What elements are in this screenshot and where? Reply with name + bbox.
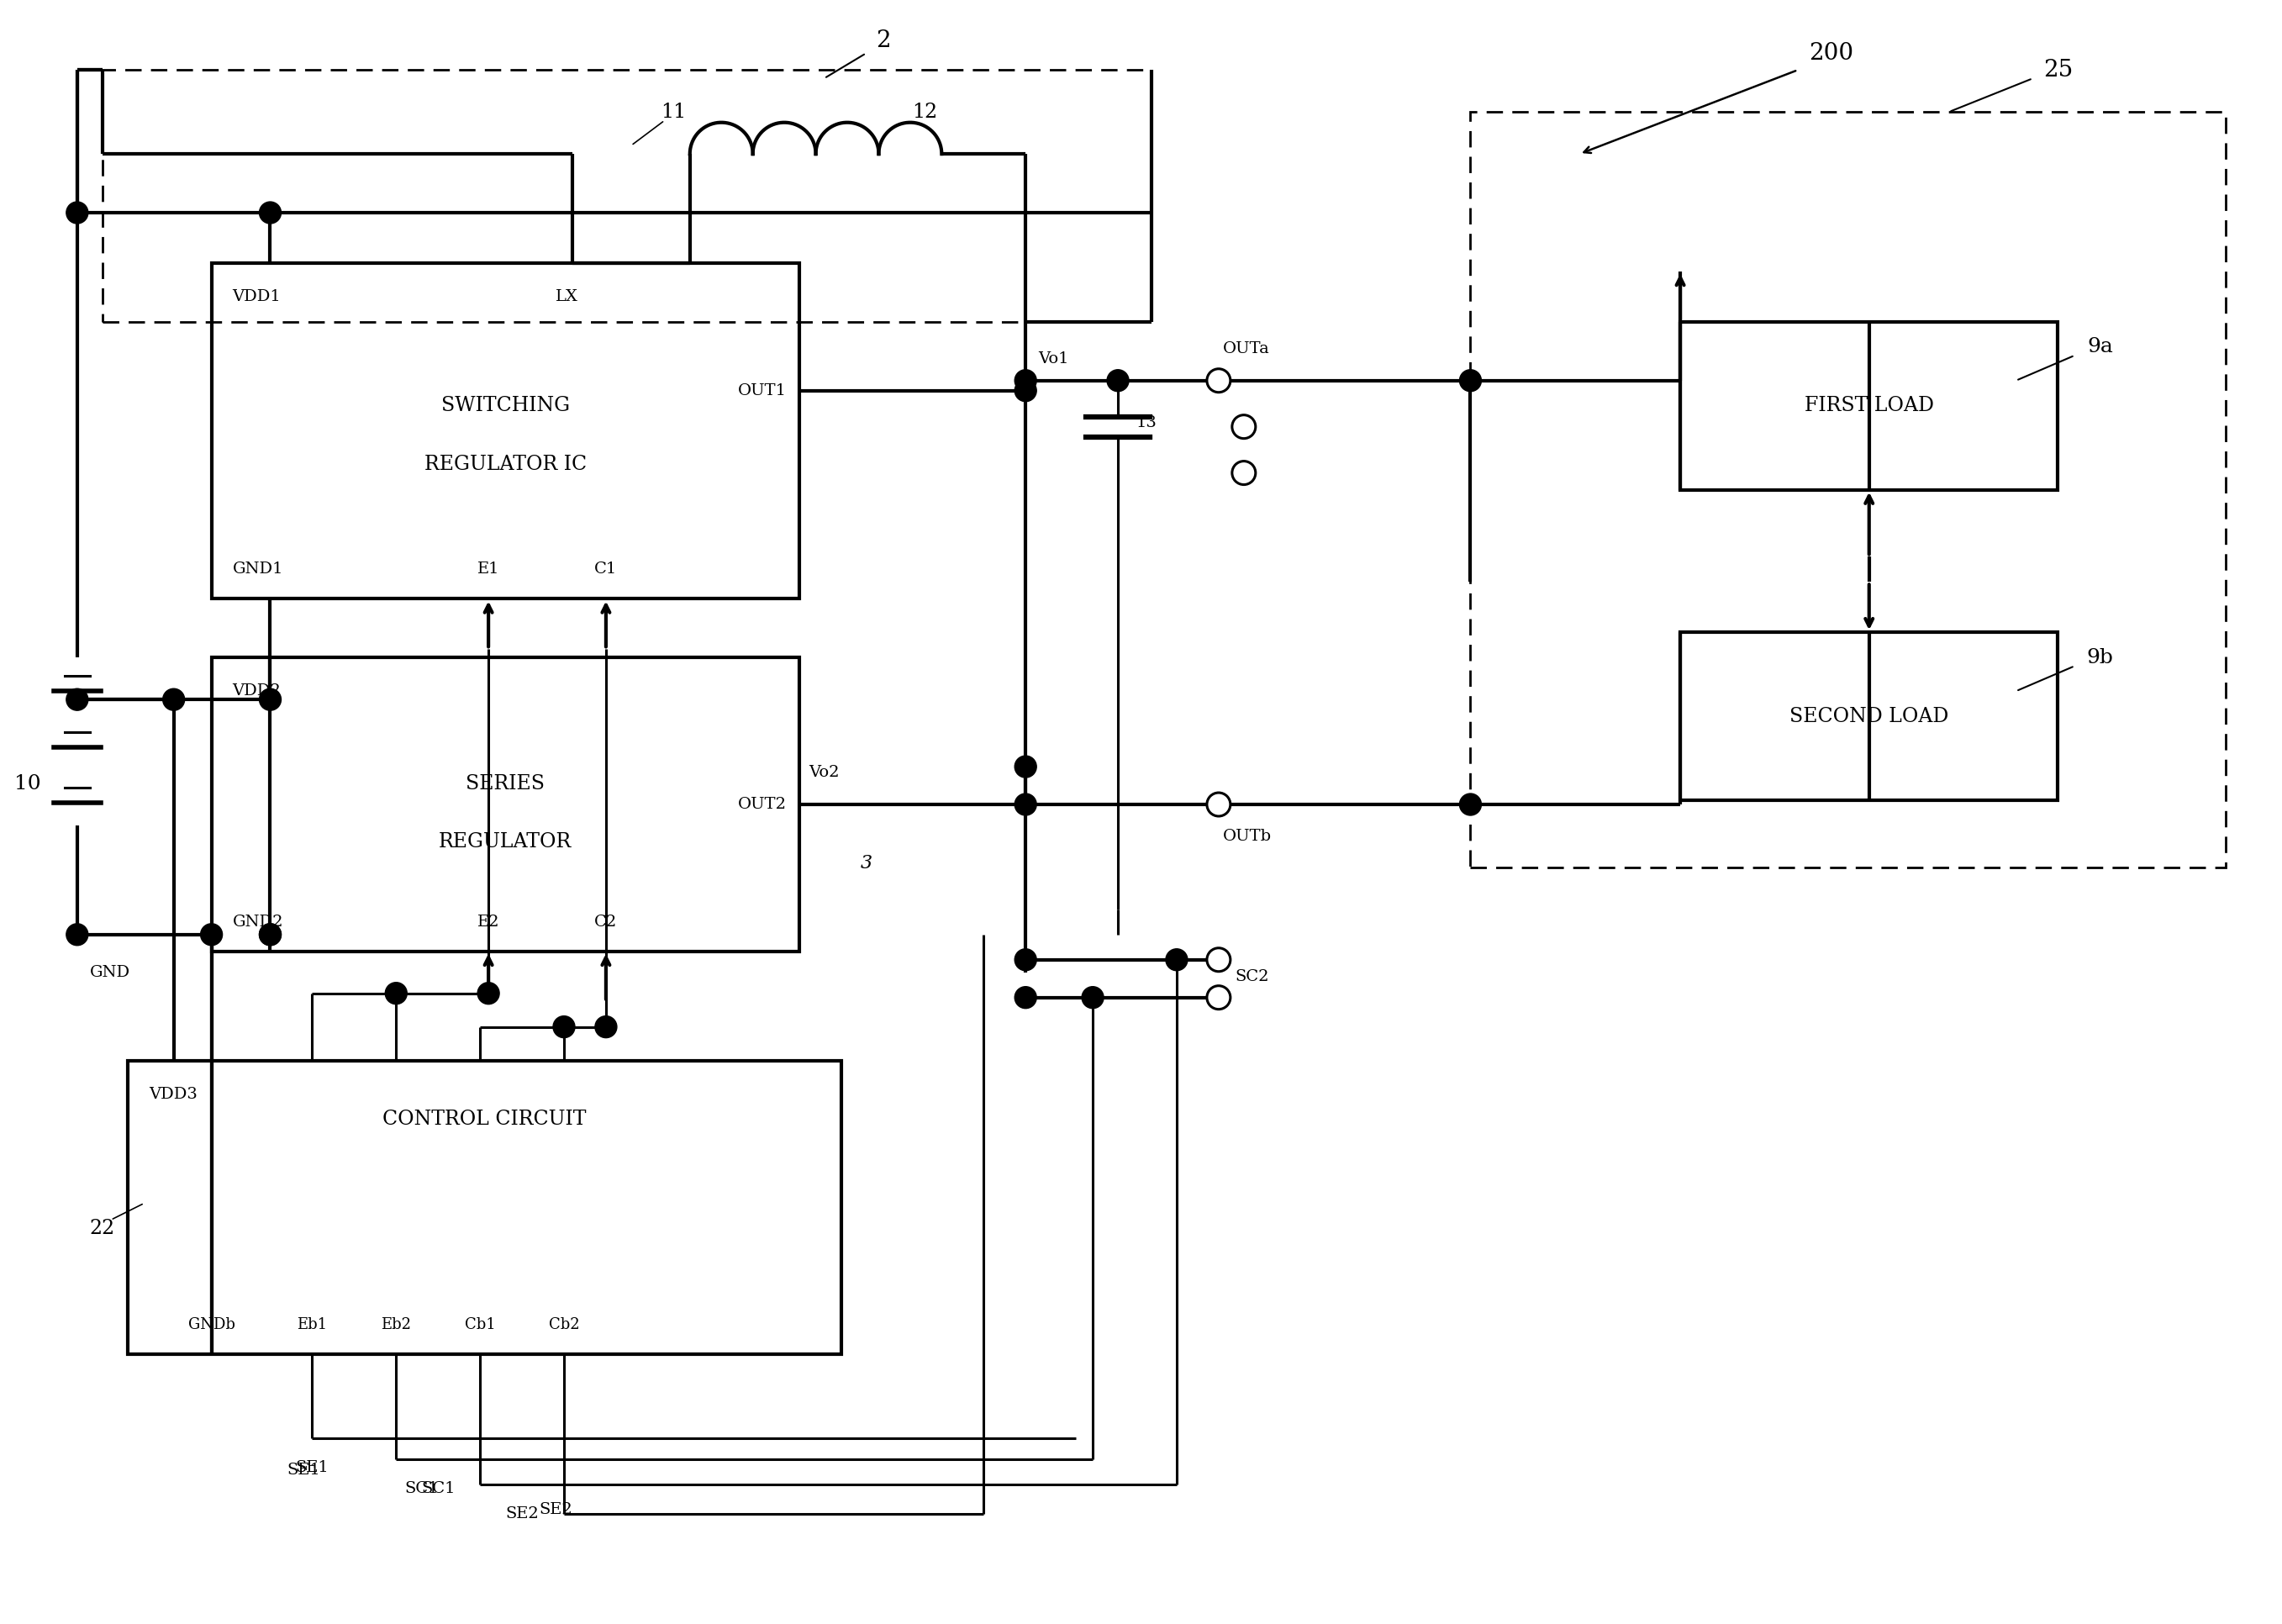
Circle shape	[201, 924, 221, 945]
Text: REGULATOR IC: REGULATOR IC	[424, 455, 586, 474]
Text: SC1: SC1	[422, 1481, 454, 1496]
Text: SE2: SE2	[504, 1505, 539, 1522]
Circle shape	[260, 689, 281, 710]
Text: E2: E2	[477, 914, 500, 929]
Text: OUTa: OUTa	[1223, 341, 1269, 356]
Circle shape	[162, 689, 185, 710]
Text: C2: C2	[596, 914, 618, 929]
Text: SE2: SE2	[539, 1502, 573, 1517]
Text: VDD2: VDD2	[233, 684, 281, 698]
Text: Cb2: Cb2	[548, 1317, 580, 1332]
Bar	[1680, 322, 2058, 490]
Circle shape	[1232, 416, 1255, 438]
Circle shape	[1207, 948, 1230, 971]
Text: OUT1: OUT1	[737, 383, 787, 398]
Bar	[1470, 112, 2225, 867]
Text: 9b: 9b	[2086, 648, 2113, 667]
Text: VDD3: VDD3	[148, 1086, 196, 1101]
Text: CONTROL CIRCUIT: CONTROL CIRCUIT	[383, 1109, 586, 1129]
Circle shape	[260, 201, 281, 224]
Text: SERIES: SERIES	[466, 773, 545, 793]
Text: 3: 3	[860, 854, 872, 872]
Circle shape	[1015, 948, 1036, 971]
Circle shape	[1232, 461, 1255, 484]
Text: 2: 2	[876, 29, 890, 52]
Circle shape	[1015, 370, 1036, 391]
Text: GND: GND	[89, 965, 130, 979]
Text: E1: E1	[477, 562, 500, 577]
Circle shape	[477, 983, 500, 1004]
Circle shape	[386, 983, 406, 1004]
Text: VDD1: VDD1	[233, 289, 281, 304]
Text: SWITCHING: SWITCHING	[440, 396, 570, 416]
Text: Eb2: Eb2	[381, 1317, 411, 1332]
Text: GND1: GND1	[233, 562, 283, 577]
Text: Cb1: Cb1	[466, 1317, 495, 1332]
Text: 25: 25	[2042, 58, 2072, 81]
Bar	[128, 1060, 842, 1354]
Circle shape	[1460, 370, 1481, 391]
Circle shape	[1082, 987, 1104, 1009]
Text: 11: 11	[659, 102, 687, 122]
Text: OUT2: OUT2	[737, 797, 787, 812]
Text: 9a: 9a	[2088, 338, 2113, 357]
Bar	[212, 263, 799, 599]
Text: FIRST LOAD: FIRST LOAD	[1805, 396, 1933, 416]
Text: 10: 10	[14, 773, 41, 793]
Text: SC2: SC2	[1235, 970, 1269, 984]
Circle shape	[1207, 793, 1230, 817]
Bar	[1680, 632, 2058, 801]
Text: 13: 13	[1136, 416, 1157, 430]
Circle shape	[1015, 794, 1036, 815]
Bar	[212, 658, 799, 952]
Circle shape	[1460, 794, 1481, 815]
Text: Eb1: Eb1	[297, 1317, 326, 1332]
Circle shape	[1166, 948, 1187, 971]
Circle shape	[596, 1017, 616, 1038]
Circle shape	[1207, 369, 1230, 393]
Text: LX: LX	[555, 289, 577, 304]
Text: SE1: SE1	[288, 1463, 319, 1478]
Circle shape	[1015, 755, 1036, 778]
Text: 200: 200	[1810, 42, 1853, 65]
Text: SECOND LOAD: SECOND LOAD	[1789, 706, 1949, 726]
Text: SE1: SE1	[294, 1460, 329, 1475]
Text: SC1: SC1	[404, 1481, 438, 1496]
Text: Vo1: Vo1	[1038, 351, 1068, 367]
Text: OUTb: OUTb	[1223, 828, 1271, 844]
Text: REGULATOR: REGULATOR	[438, 833, 573, 853]
Bar	[103, 70, 1152, 322]
Circle shape	[260, 924, 281, 945]
Text: 12: 12	[913, 102, 938, 122]
Text: Vo2: Vo2	[810, 765, 840, 780]
Circle shape	[66, 689, 89, 710]
Circle shape	[1107, 370, 1130, 391]
Circle shape	[66, 924, 89, 945]
Text: GNDb: GNDb	[187, 1317, 235, 1332]
Circle shape	[1207, 986, 1230, 1009]
Circle shape	[260, 924, 281, 945]
Circle shape	[1015, 987, 1036, 1009]
Text: 22: 22	[89, 1218, 114, 1237]
Text: C1: C1	[596, 562, 618, 577]
Text: GND2: GND2	[233, 914, 283, 929]
Circle shape	[1015, 380, 1036, 401]
Circle shape	[552, 1017, 575, 1038]
Circle shape	[66, 201, 89, 224]
